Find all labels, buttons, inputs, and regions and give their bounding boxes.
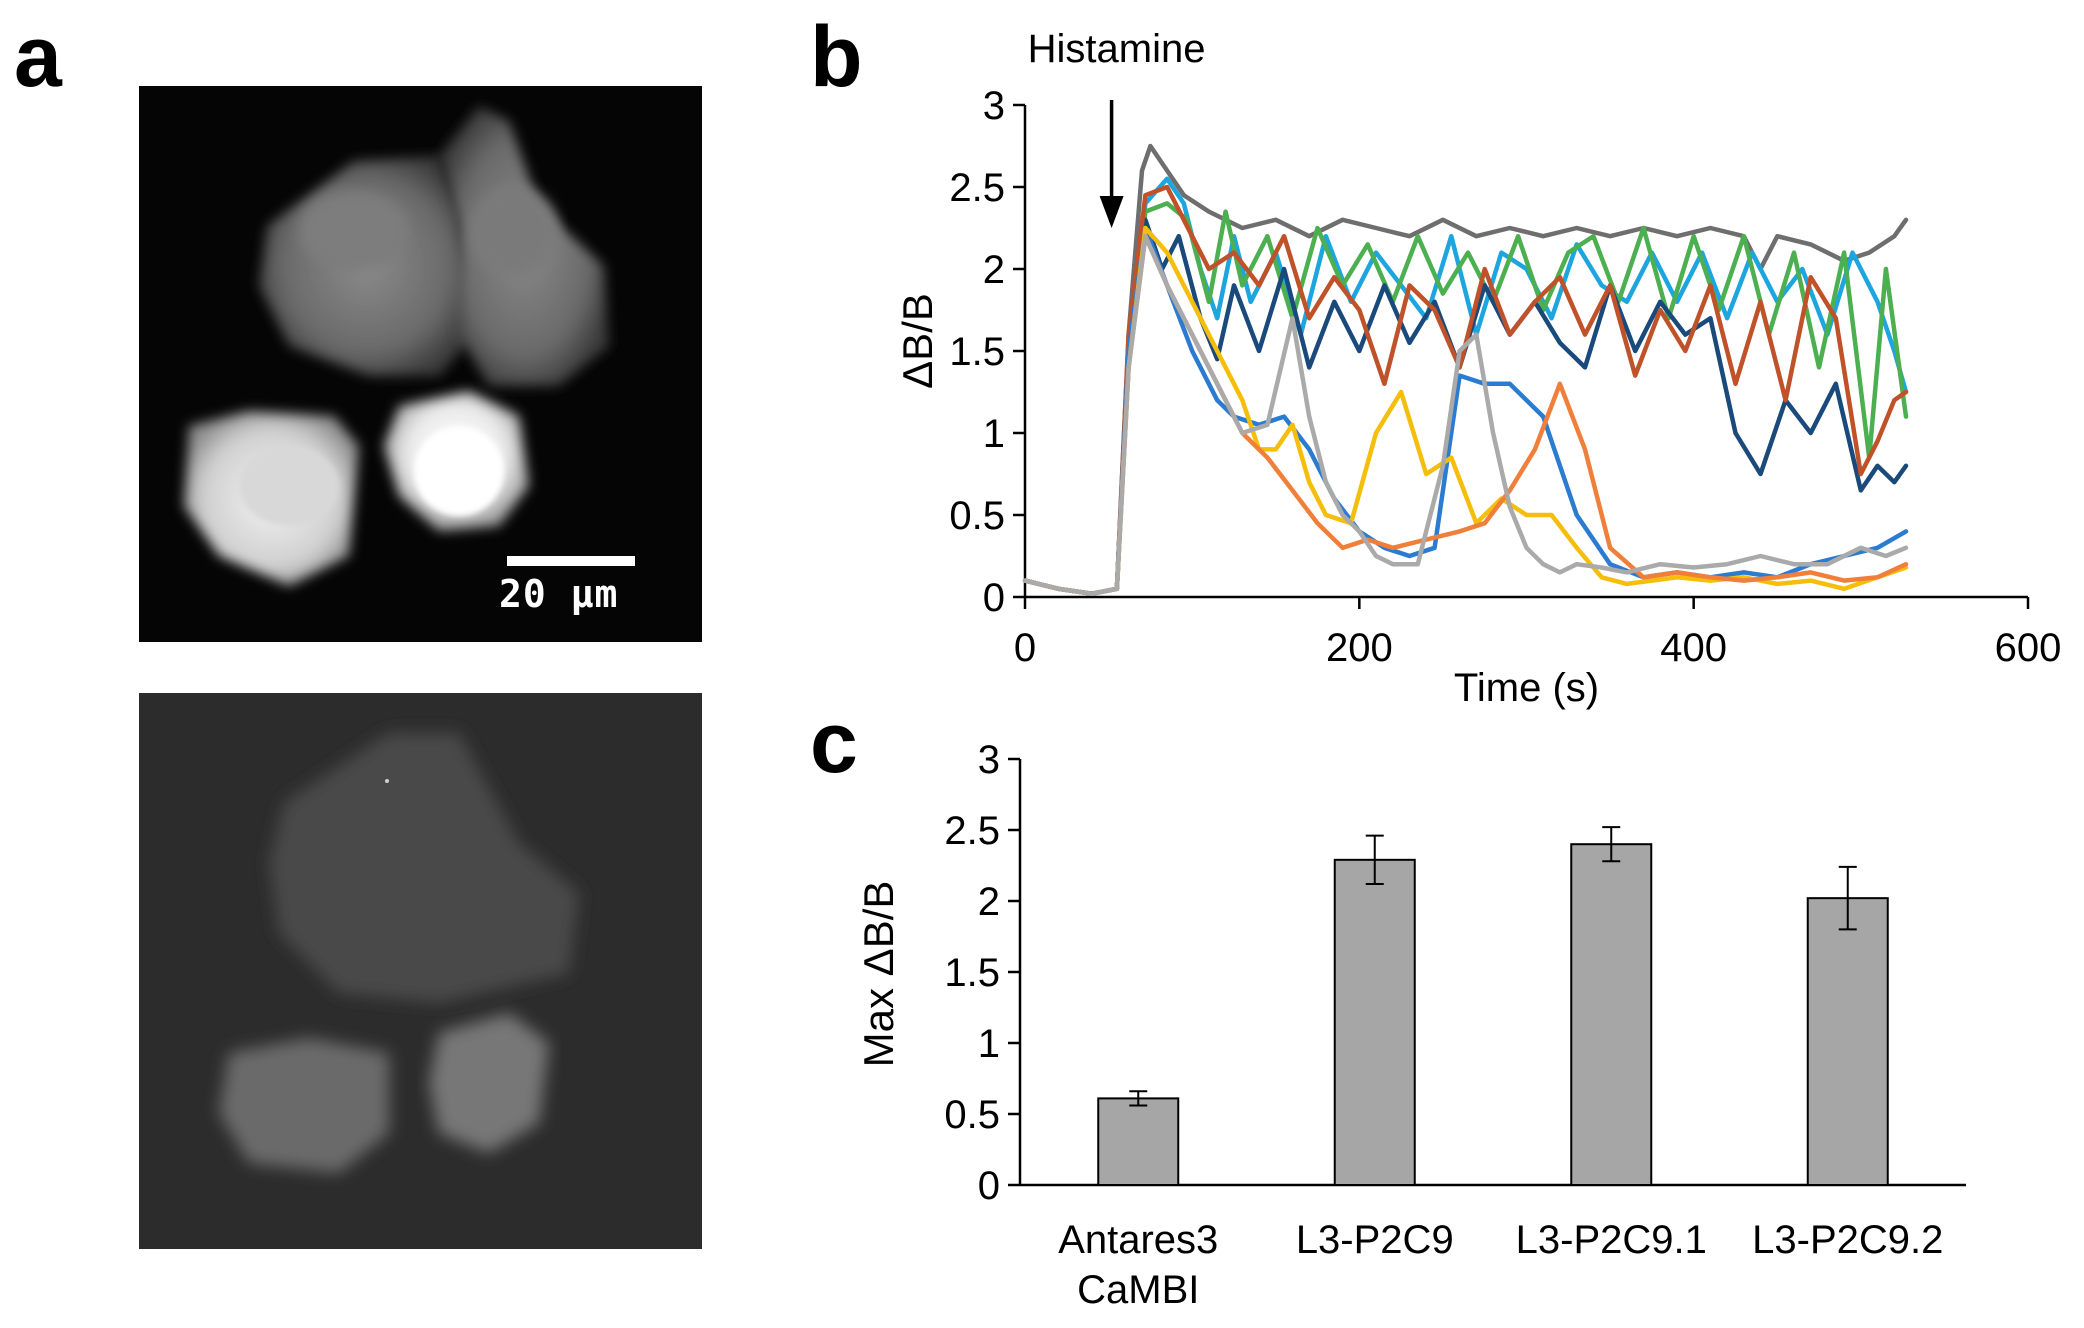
annotation-arrow-head [1099,196,1124,228]
x-category-label: L3-P2C9 [1296,1218,1454,1262]
y-axis-title: ΔB/B [894,293,941,389]
scale-bar [507,556,635,566]
bar [1333,858,1416,1186]
y-tick-label: 2.5 [944,809,1000,853]
scale-bar-label: 20 µm [499,572,619,616]
x-category-label: L3-P2C9.2 [1752,1218,1943,1262]
x-category-label: L3-P2C9.1 [1516,1218,1707,1262]
y-tick-label: 1 [983,412,1005,456]
y-axis-title: Max ΔB/B [855,881,902,1068]
series-line-trace-yellow [1022,225,1909,596]
y-tick-label: 0.5 [949,494,1005,538]
y-tick-label: 2 [978,880,1000,924]
x-axis-title: Time (s) [1454,666,1599,710]
micrograph-bottom [139,693,702,1249]
y-tick-label: 0.5 [944,1093,1000,1137]
micrograph-bottom-image [139,693,702,1249]
x-tick-label: 0 [1014,626,1036,670]
y-tick-label: 0 [978,1164,1000,1208]
x-tick-label: 400 [1660,626,1727,670]
y-tick-label: 3 [983,84,1005,128]
y-tick-label: 1 [978,1022,1000,1066]
y-tick-label: 1.5 [949,330,1005,374]
y-tick-label: 0 [983,576,1005,620]
y-tick-label: 1.5 [944,951,1000,995]
micrograph-top: 20 µm [139,86,702,642]
line-chart: 0 0.5 1 1.5 2 2.5 3 0 200 400 600 Time (s) ΔB/B Hista… [894,27,2061,710]
bar [1570,843,1653,1186]
series-line-trace-blue-light [1022,176,1909,596]
y-tick-label: 2.5 [949,166,1005,210]
x-tick-label: 600 [1995,626,2062,670]
y-tick-label: 3 [978,738,1000,782]
series-line-trace-orange-brown [1022,184,1909,596]
x-tick-label: 200 [1326,626,1393,670]
bar [1806,897,1889,1186]
bar-chart: 0 0.5 1 1.5 2 2.5 3 Max ΔB/B Antares3 CaMBI L3-P2C… [855,738,1966,1312]
panel-label-a: a [14,9,62,105]
x-category-label: CaMBI [1077,1268,1199,1312]
y-tick-label: 2 [983,248,1005,292]
x-category-label: Antares3 [1058,1218,1218,1262]
panel-label-b: b [810,9,863,105]
series-line-trace-grey-dark [1022,143,1909,596]
series-line-trace-blue-navy [1022,217,1909,596]
panel-label-c: c [810,695,858,791]
bar [1097,1097,1180,1187]
series-line-trace-grey-light [1022,233,1909,596]
annotation-label: Histamine [1028,27,1206,71]
micrograph-top-image [139,86,702,642]
series-line-trace-blue-mid [1022,225,1909,596]
